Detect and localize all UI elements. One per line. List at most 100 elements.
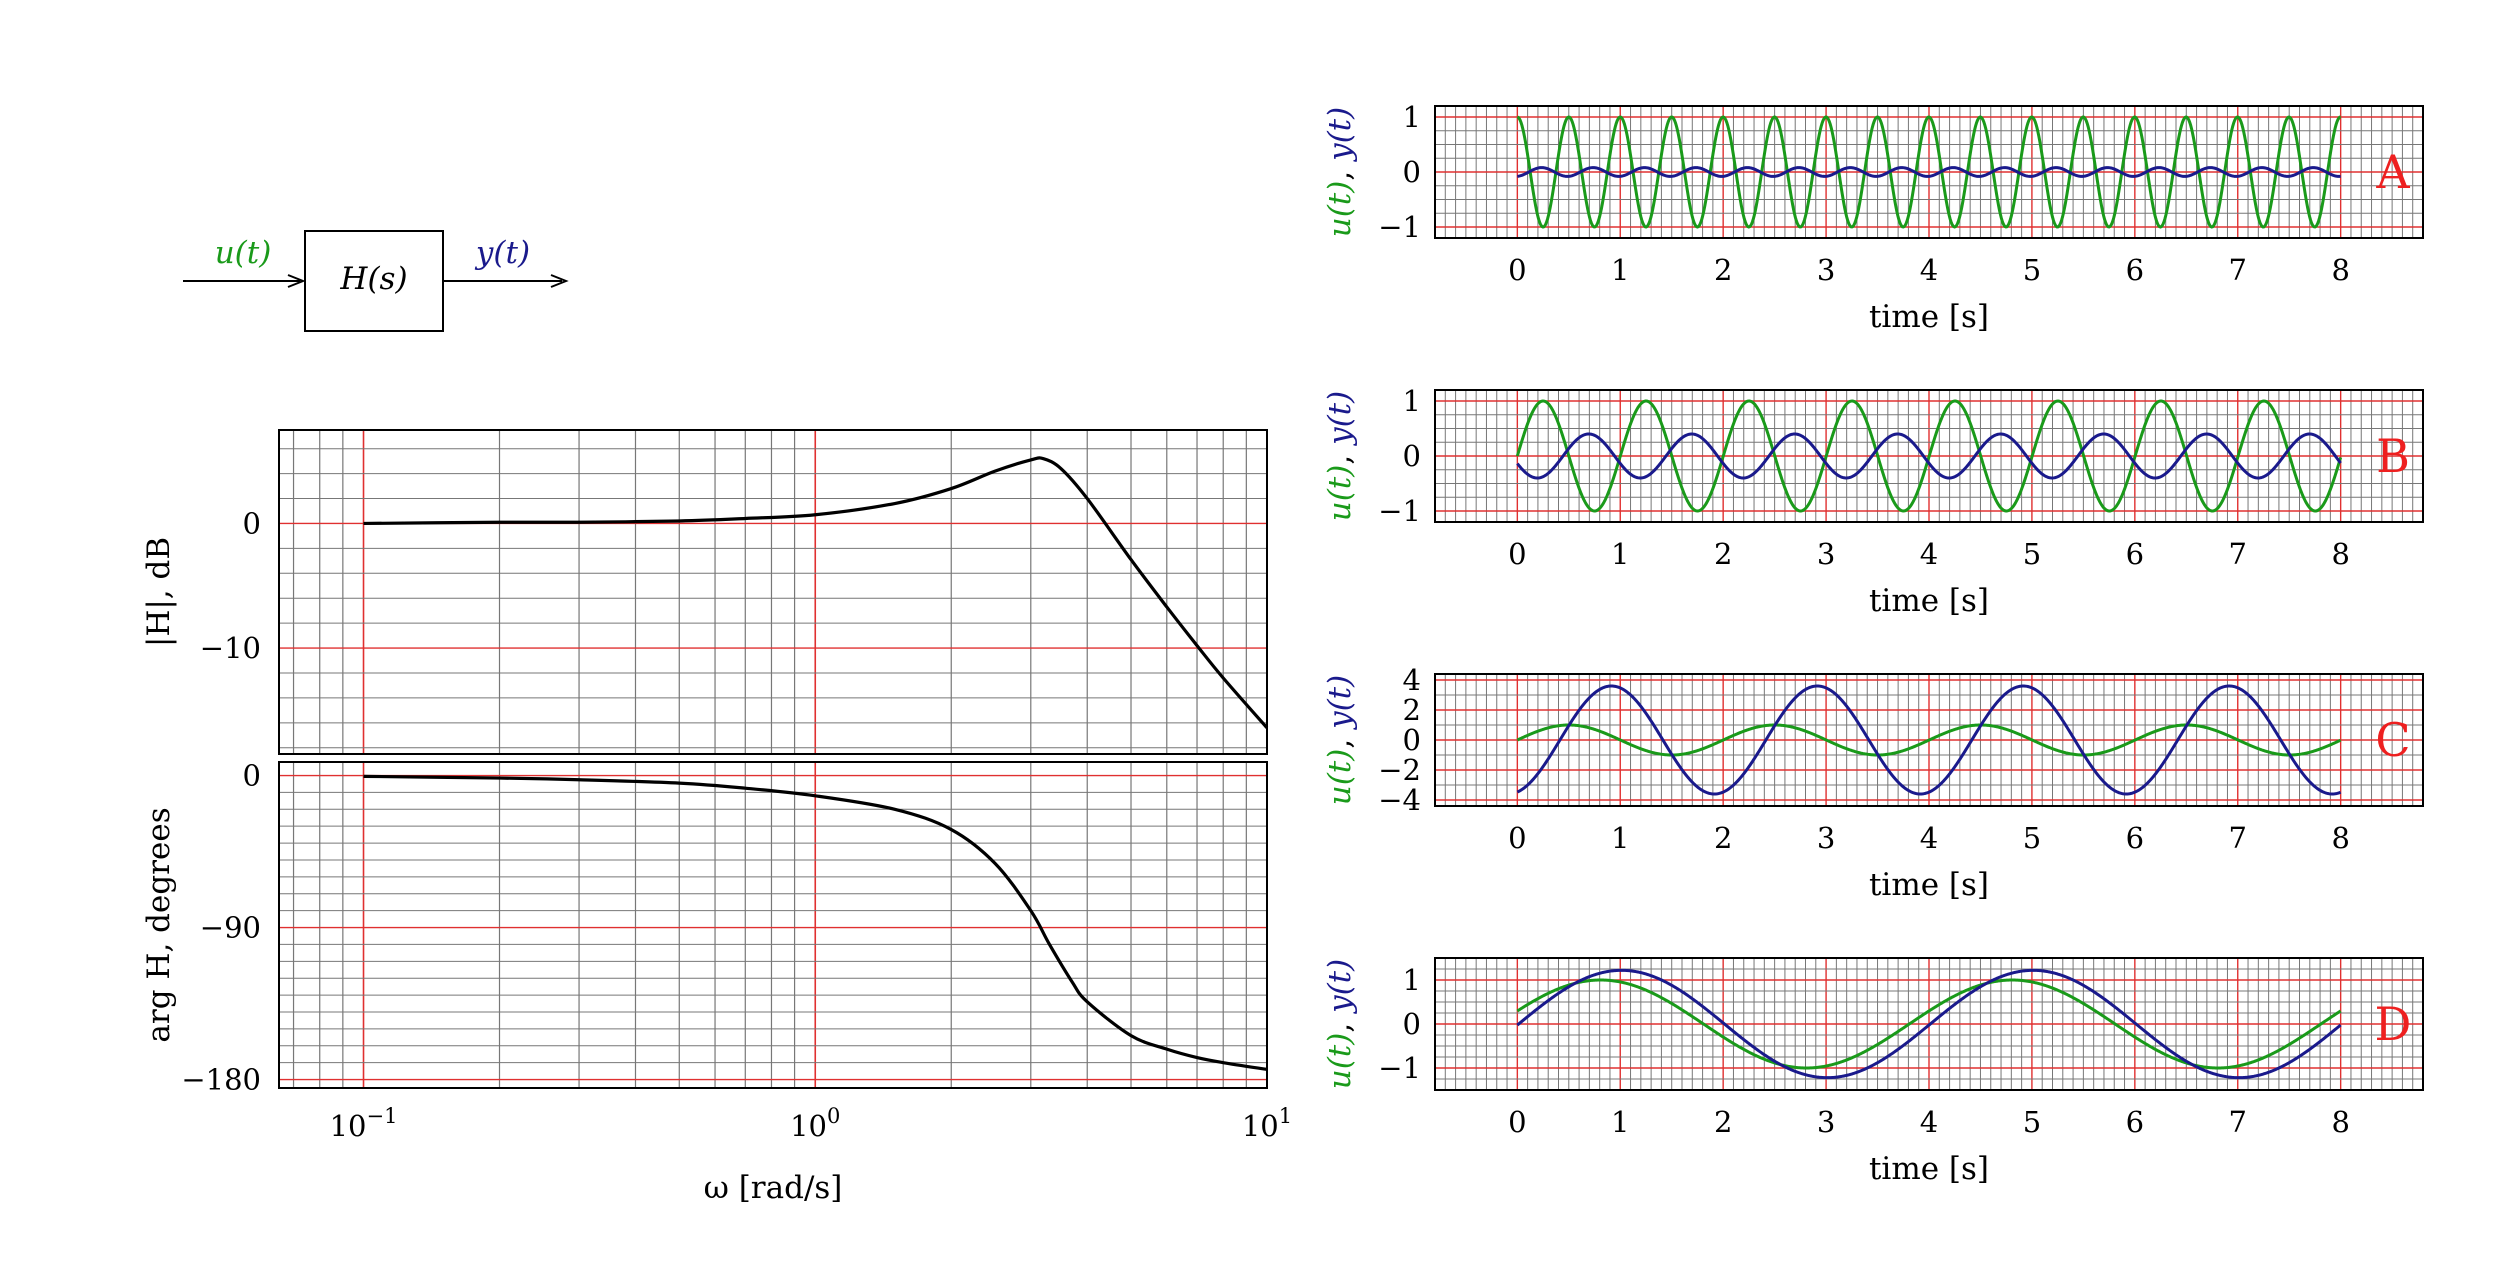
output-signal-label: y(t) [474, 235, 530, 271]
plot-frame [1434, 105, 2424, 239]
y-tick-label: 4 [1403, 663, 1421, 697]
panel-D-chart: 1 0 −1 0 1 2 3 4 5 6 7 8 time [s] u(t), y(t) D [1322, 957, 2424, 1187]
x-axis-label: time [s] [1869, 1151, 1989, 1187]
x-tick-label: 8 [2331, 537, 2349, 571]
frequency-response-line [363, 456, 1269, 729]
x-tick-label: 6 [2126, 253, 2144, 287]
x-tick-label: 0 [1508, 253, 1526, 287]
x-tick-label: 3 [1817, 253, 1835, 287]
input-signal-line [1516, 115, 2341, 229]
y-tick-label: −180 [181, 1063, 261, 1097]
y-axis-label: |H|, dB [141, 537, 177, 647]
y-tick-label: −1 [1378, 1051, 1421, 1085]
x-tick-label: 6 [2126, 821, 2144, 855]
input-signal-line [1516, 978, 2342, 1070]
x-tick-label: 1 [1611, 821, 1629, 855]
x-tick-label: 5 [2023, 1105, 2041, 1139]
x-tick-label: 3 [1817, 821, 1835, 855]
y-tick-label: 0 [1403, 439, 1421, 473]
frequency-response-line [363, 774, 1268, 1072]
output-signal-line [1516, 432, 2342, 480]
input-signal-label: u(t) [215, 235, 272, 271]
x-tick-label: 5 [2023, 253, 2041, 287]
y-tick-label: −4 [1378, 783, 1421, 817]
panel-letter: C [2375, 713, 2410, 767]
x-tick-label: 2 [1714, 253, 1732, 287]
x-tick-label: 7 [2229, 537, 2247, 571]
plot-frame [1434, 957, 2424, 1091]
x-tick-label: 6 [2126, 537, 2144, 571]
x-tick-label: 100 [790, 1104, 840, 1143]
y-axis-label: u(t), y(t) [1322, 959, 1358, 1090]
x-axis-label: time [s] [1869, 583, 1989, 619]
y-tick-label: 2 [1403, 693, 1421, 727]
x-tick-label: 8 [2331, 821, 2349, 855]
output-signal-line [1517, 166, 2341, 178]
transfer-function-block [304, 230, 444, 332]
x-tick-label: 4 [1920, 253, 1938, 287]
bode-magnitude-chart: 0 −10 |H|, dB [141, 429, 1269, 755]
panel-letter: A [2375, 145, 2410, 199]
y-tick-label: −10 [200, 631, 261, 665]
y-tick-label: −90 [200, 911, 261, 945]
input-signal-line [1516, 723, 2342, 757]
x-tick-label: 1 [1611, 253, 1629, 287]
y-tick-label: 0 [1403, 1007, 1421, 1041]
x-tick-label: 4 [1920, 1105, 1938, 1139]
plot-frame [1434, 389, 2424, 523]
x-axis-label: ω [rad/s] [704, 1170, 843, 1206]
block-label: H(s) [339, 261, 407, 297]
x-tick-label: 6 [2126, 1105, 2144, 1139]
x-tick-label: 0 [1508, 821, 1526, 855]
y-tick-label: 1 [1403, 963, 1421, 997]
x-tick-label: 5 [2023, 537, 2041, 571]
x-tick-label: 5 [2023, 821, 2041, 855]
plot-frame [278, 429, 1268, 755]
panel-A-chart: 1 0 −1 0 1 2 3 4 5 6 7 8 time [s] u(t), y(t) A [1322, 100, 2424, 335]
y-tick-label: 0 [243, 759, 261, 793]
y-tick-label: 1 [1403, 384, 1421, 418]
y-tick-label: 0 [1403, 723, 1421, 757]
x-tick-label: 0 [1508, 537, 1526, 571]
x-tick-label: 1 [1611, 537, 1629, 571]
y-tick-label: 1 [1403, 100, 1421, 134]
y-axis-label: u(t), y(t) [1322, 391, 1358, 522]
x-tick-label: 10−1 [330, 1104, 398, 1143]
output-arrowhead [550, 274, 569, 288]
panel-letter: B [2376, 429, 2410, 483]
x-axis-label: time [s] [1869, 867, 1989, 903]
y-axis-label: arg H, degrees [141, 807, 177, 1042]
x-tick-label: 4 [1920, 821, 1938, 855]
output-signal-line [1516, 968, 2342, 1080]
input-signal-line [1515, 399, 2343, 513]
x-tick-label: 0 [1508, 1105, 1526, 1139]
block-diagram: H(s) u(t) y(t) [183, 230, 569, 332]
plot-frame [1434, 673, 2424, 807]
y-tick-label: −2 [1378, 753, 1421, 787]
x-tick-label: 8 [2331, 1105, 2349, 1139]
y-tick-label: 0 [1403, 155, 1421, 189]
x-tick-label: 7 [2229, 821, 2247, 855]
x-tick-label: 3 [1817, 537, 1835, 571]
y-axis-label: u(t), y(t) [1322, 107, 1358, 238]
x-tick-label: 3 [1817, 1105, 1835, 1139]
y-tick-label: 0 [243, 506, 261, 540]
x-axis-label: time [s] [1869, 299, 1989, 335]
x-tick-label: 8 [2331, 253, 2349, 287]
y-tick-label: −1 [1378, 210, 1421, 244]
x-tick-label: 7 [2229, 253, 2247, 287]
x-tick-label: 4 [1920, 537, 1938, 571]
x-tick-label: 1 [1611, 1105, 1629, 1139]
panel-letter: D [2375, 997, 2412, 1051]
x-tick-label: 101 [1242, 1104, 1292, 1143]
panel-B-chart: 1 0 −1 0 1 2 3 4 5 6 7 8 time [s] u(t), y(t) B [1322, 384, 2424, 619]
y-tick-label: −1 [1378, 494, 1421, 528]
x-tick-label: 7 [2229, 1105, 2247, 1139]
output-signal-line [1516, 684, 2342, 796]
y-axis-label: u(t), y(t) [1322, 675, 1358, 806]
plot-frame [278, 761, 1268, 1089]
x-tick-label: 2 [1714, 821, 1732, 855]
